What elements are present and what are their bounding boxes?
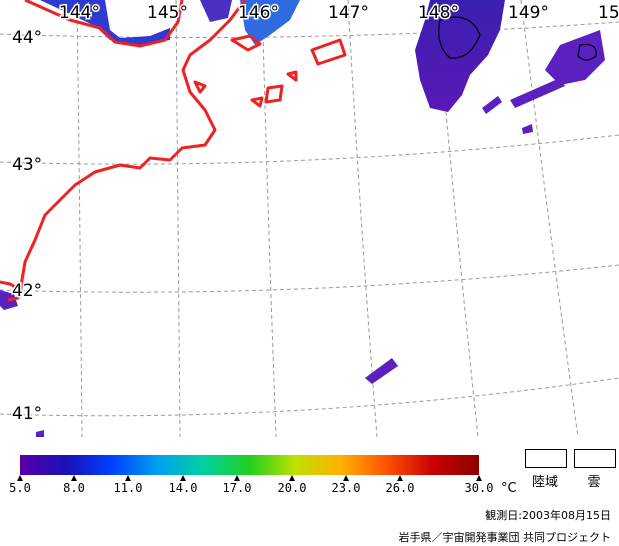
coastline (0, 0, 347, 302)
coastline-habomai-1 (264, 84, 284, 104)
colorbar-tick-label: 8.0 (63, 481, 85, 495)
parallel-42 (0, 264, 619, 293)
lat-label-43: 43° (12, 155, 42, 175)
colorbar-tick-label: 23.0 (331, 481, 361, 495)
lat-label-44: 44° (12, 28, 42, 48)
lon-label-145: 145° (147, 3, 188, 23)
sst-patch-northeast (415, 0, 505, 112)
credit-text: 岩手県／宇宙開発事業団 共同プロジェクト (398, 531, 612, 544)
colorbar-tick-label: 26.0 (385, 481, 415, 495)
sea-surface-temperature-map: 144° 145° 146° 147° 148° 149° 15 44° 43°… (0, 0, 619, 437)
meridian-149 (520, 0, 579, 437)
coastline-hokkaido-north (24, 0, 184, 48)
colorbar-tick (476, 475, 482, 481)
sst-patch-east (545, 30, 605, 85)
longitude-labels: 144° 145° 146° 147° 148° 149° 15 (58, 2, 619, 25)
sst-patch-south (365, 358, 398, 384)
colorbar-tick-label: 17.0 (222, 481, 252, 495)
coastline-shiretoko-nemuro (18, 0, 247, 296)
lon-label-144: 144° (59, 3, 100, 23)
sst-streak-east-1 (510, 78, 565, 108)
sst-contour-1 (438, 16, 481, 59)
colorbar-tick-label: 20.0 (277, 481, 307, 495)
colorbar-tick-label: 30.0 (464, 481, 494, 495)
land-swatch (525, 449, 567, 468)
colorbar-tick (17, 475, 23, 481)
colorbar-tick (234, 475, 240, 481)
lon-label-147: 147° (328, 3, 369, 23)
lon-label-146: 146° (238, 3, 279, 23)
colorbar-tick (289, 475, 295, 481)
sst-contour-2 (577, 43, 597, 61)
colorbar-tick-label: 11.0 (113, 481, 143, 495)
colorbar-tick (125, 475, 131, 481)
lon-label-149: 149° (508, 3, 549, 23)
parallel-44 (0, 21, 619, 39)
coastline-habomai-3 (286, 70, 298, 82)
observation-date: 観測日:2003年08月15日 (485, 509, 611, 522)
parallel-41 (0, 377, 619, 417)
sst-streak-east-2 (482, 96, 502, 114)
temperature-unit: °C (501, 481, 517, 496)
lat-label-41: 41° (12, 404, 42, 424)
coastline-shikotan (310, 38, 347, 66)
coastline-kunashiri (230, 34, 262, 52)
sst-patches (0, 0, 605, 437)
lon-label-150: 15 (598, 3, 619, 23)
colorbar-ticks (17, 475, 482, 481)
coastline-erimo (0, 280, 22, 302)
lon-label-148: 148° (418, 3, 459, 23)
cloud-label: 雲 (587, 475, 601, 490)
sst-patch-ne-dot (522, 124, 533, 134)
meridian-146 (261, 0, 277, 437)
meridian-144 (76, 0, 83, 437)
sst-patch-north-mid (240, 0, 300, 45)
colorbar-tick (71, 475, 77, 481)
lat-label-42: 42° (12, 281, 42, 301)
colorbar-tick-label: 14.0 (168, 481, 198, 495)
temperature-legend (17, 455, 482, 481)
colorbar-tick-label: 5.0 (9, 481, 31, 495)
latitude-labels: 44° 43° 42° 41° (11, 27, 44, 426)
sst-patch-north-mid-2 (200, 0, 232, 22)
colorbar (20, 455, 479, 475)
parallel-43 (0, 134, 619, 165)
sst-patch-southwest-dot (36, 430, 44, 437)
meridian-145 (175, 0, 181, 437)
graticule (0, 0, 619, 437)
cloud-swatch (574, 449, 616, 468)
coastline-islet-1 (193, 80, 207, 94)
land-label: 陸域 (531, 475, 558, 490)
coastline-habomai-2 (250, 96, 264, 108)
sst-patch-northwest (40, 0, 170, 45)
meridian-147 (347, 0, 378, 437)
colorbar-tick (397, 475, 403, 481)
colorbar-tick (343, 475, 349, 481)
colorbar-tick (180, 475, 186, 481)
